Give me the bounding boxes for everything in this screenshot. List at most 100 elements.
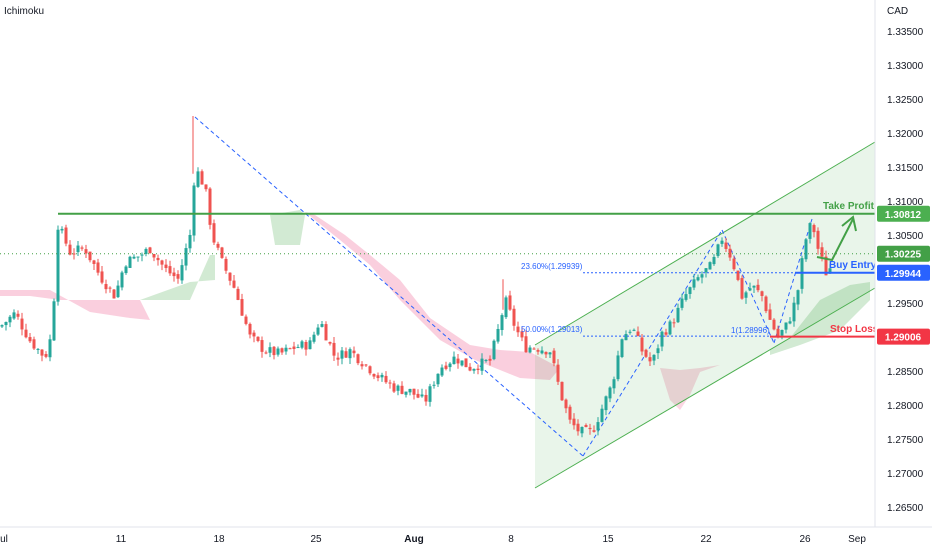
take-profit-tag-text: 1.30812 (885, 210, 922, 221)
candle-body (428, 386, 432, 402)
candle-body (404, 391, 408, 395)
y-tick-label: 1.26500 (887, 503, 924, 514)
candle-body (432, 384, 436, 386)
candle-body (20, 318, 24, 330)
candle-body (784, 322, 788, 330)
x-tick-label: 26 (799, 534, 811, 545)
candle-body (620, 339, 624, 357)
channel-lower-line[interactable] (534, 287, 876, 489)
candle-body (688, 287, 692, 294)
x-tick-label: 11 (116, 534, 127, 545)
candle-body (268, 347, 272, 353)
candle-body (52, 301, 56, 341)
candle-body (148, 247, 152, 254)
candle-body (616, 355, 620, 380)
current-price-tag[interactable] (877, 245, 930, 262)
candle-body (116, 285, 120, 298)
candle-body (288, 348, 292, 350)
take-profit-tag[interactable] (877, 205, 930, 222)
candle-body (792, 302, 796, 322)
candle-body (500, 315, 504, 331)
candle-body (36, 348, 40, 350)
candle-body (184, 248, 188, 266)
candle-body (200, 171, 204, 185)
candle-body (44, 354, 48, 357)
candle-body (304, 341, 308, 350)
y-tick-label: 1.32500 (887, 95, 924, 106)
channel-upper-line[interactable] (534, 141, 876, 346)
candle-body (444, 365, 448, 369)
candle-body (308, 340, 312, 350)
x-tick-label: 22 (700, 534, 712, 545)
candle-body (344, 351, 348, 358)
candle-body (396, 385, 400, 391)
y-tick-label: 1.28500 (887, 367, 924, 378)
candle-body (292, 346, 296, 349)
y-tick-label: 1.33000 (887, 61, 924, 72)
candle-body (720, 240, 724, 244)
candle-body (560, 381, 564, 401)
candle-body (192, 185, 196, 236)
fib-50-label: 50.00%(1.29013) (521, 325, 583, 334)
candle-body (216, 243, 220, 248)
candle-body (752, 285, 756, 288)
candle-body (660, 331, 664, 347)
y-tick-label: 1.31000 (887, 197, 924, 208)
candle-body (576, 423, 580, 432)
x-tick-label: 18 (213, 534, 225, 545)
candle-body (224, 258, 228, 271)
candle-body (536, 350, 540, 352)
candle-body (776, 328, 780, 338)
y-tick-label: 1.28000 (887, 401, 924, 412)
candle-body (100, 271, 104, 283)
candle-body (136, 256, 140, 258)
candle-body (400, 385, 404, 394)
candle-body (412, 388, 416, 395)
candle-body (760, 291, 764, 296)
x-tick-label: 15 (602, 534, 614, 545)
candle-body (596, 422, 600, 431)
candle-body (124, 266, 128, 274)
candle-body (16, 313, 20, 317)
candle-body (392, 383, 396, 392)
candle-body (732, 258, 736, 270)
candle-body (508, 295, 512, 310)
currency-label: CAD (887, 6, 908, 17)
candle-body (408, 388, 412, 393)
candle-body (24, 329, 28, 338)
candle-body (764, 296, 768, 312)
take-profit-label: Take Profit (823, 201, 875, 212)
candle-body (112, 289, 116, 299)
candle-body (772, 319, 776, 330)
fib-1-label: 1(1.28996) (731, 326, 770, 335)
candle-body (496, 328, 500, 342)
time-axis[interactable] (0, 527, 932, 550)
candle-body (96, 262, 100, 273)
candle-body (240, 299, 244, 316)
candle-body (636, 331, 640, 336)
candle-body (656, 348, 660, 354)
candle-body (788, 321, 792, 324)
candle-body (464, 358, 468, 368)
candle-body (700, 274, 704, 278)
candle-body (676, 307, 680, 323)
candle-body (32, 339, 36, 349)
candle-body (640, 337, 644, 352)
candle-body (156, 257, 160, 261)
candle-body (388, 382, 392, 384)
candle-body (72, 253, 76, 255)
candle-body (204, 184, 208, 190)
candle-body (164, 264, 168, 269)
candle-body (348, 349, 352, 359)
candle-body (756, 284, 760, 291)
candle-body (520, 331, 524, 338)
candle-body (40, 349, 44, 356)
buy-entry-tag[interactable] (877, 264, 930, 281)
time-axis-ticks: ul 11 18 25 Aug 8 15 22 26 Sep (0, 534, 866, 545)
stop-loss-tag[interactable] (877, 328, 930, 345)
candle-body (12, 312, 16, 319)
candle-body (768, 309, 772, 320)
candle-body (684, 294, 688, 300)
candle-body (652, 354, 656, 361)
